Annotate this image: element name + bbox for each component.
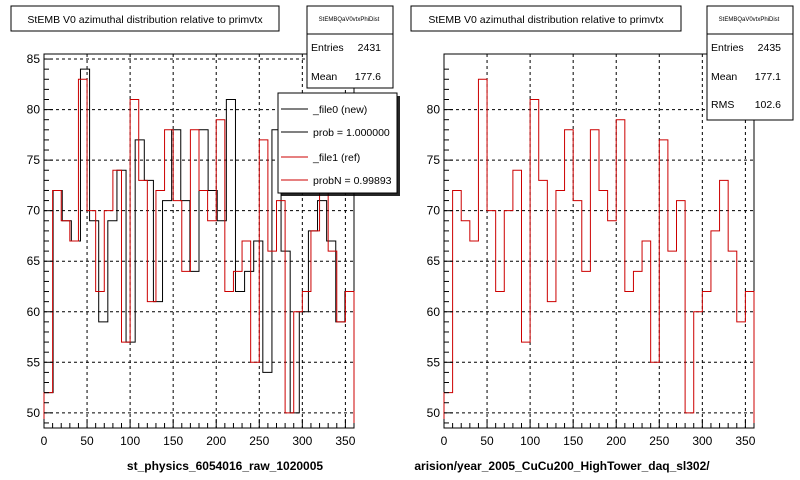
y-tick-label: 50 xyxy=(427,406,441,420)
x-tick-label: 0 xyxy=(441,434,448,448)
left-mean-label: Mean xyxy=(311,71,337,83)
y-tick-label: 70 xyxy=(427,204,441,218)
y-tick-label: 70 xyxy=(27,204,41,218)
y-tick-label: 80 xyxy=(27,103,41,117)
legend-entry-ref: _file1 (ref) xyxy=(312,152,360,164)
series-ref-histogram xyxy=(443,78,755,428)
x-tick-label: 50 xyxy=(80,434,94,448)
x-tick-label: 200 xyxy=(206,434,226,448)
right-xlabel: arision/year_2005_CuCu200_HighTower_daq_… xyxy=(414,459,710,473)
x-tick-label: 300 xyxy=(692,434,712,448)
x-tick-label: 100 xyxy=(520,434,540,448)
y-tick-label: 60 xyxy=(27,305,41,319)
right-title: StEMB V0 azimuthal distribution relative… xyxy=(428,14,664,26)
series-new-histogram xyxy=(43,68,355,428)
legend-entry-probn: probN = 0.99893 xyxy=(313,175,392,187)
x-tick-label: 50 xyxy=(480,434,494,448)
y-tick-label: 55 xyxy=(27,355,41,369)
right-entries-label: Entries xyxy=(711,42,744,54)
right-mean-value: 177.1 xyxy=(755,71,781,83)
right-rms-label: RMS xyxy=(711,99,734,111)
y-tick-label: 65 xyxy=(27,254,41,268)
y-tick-label: 50 xyxy=(27,406,41,420)
x-tick-label: 200 xyxy=(606,434,626,448)
x-tick-label: 250 xyxy=(649,434,669,448)
y-tick-label: 75 xyxy=(427,153,441,167)
right-series xyxy=(443,78,755,428)
right-mean-label: Mean xyxy=(711,71,737,83)
y-tick-label: 85 xyxy=(27,52,41,66)
x-tick-label: 250 xyxy=(249,434,269,448)
left-stats-name: StEMBQaV0vtxPhiDist xyxy=(319,17,380,23)
x-tick-label: 150 xyxy=(563,434,583,448)
left-title-box: StEMB V0 azimuthal distribution relative… xyxy=(10,5,280,32)
left-entries-label: Entries xyxy=(311,42,344,54)
right-entries-value: 2435 xyxy=(758,42,782,54)
x-tick-label: 100 xyxy=(120,434,140,448)
legend-entry-prob: prob = 1.000000 xyxy=(313,127,390,139)
x-tick-label: 300 xyxy=(292,434,312,448)
y-tick-label: 75 xyxy=(27,153,41,167)
y-tick-label: 60 xyxy=(427,305,441,319)
x-tick-label: 150 xyxy=(163,434,183,448)
right-stats-name: StEMBQaV0vtxPhiDist xyxy=(719,17,780,23)
y-tick-label: 80 xyxy=(427,103,441,117)
left-mean-value: 177.6 xyxy=(355,71,381,83)
x-tick-label: 0 xyxy=(41,434,48,448)
x-tick-label: 350 xyxy=(335,434,355,448)
left-series xyxy=(43,68,355,428)
left-entries-value: 2431 xyxy=(358,42,382,54)
left-xlabel: st_physics_6054016_raw_1020005 xyxy=(127,459,323,473)
y-tick-label: 55 xyxy=(427,355,441,369)
x-tick-label: 350 xyxy=(735,434,755,448)
left-title: StEMB V0 azimuthal distribution relative… xyxy=(27,14,263,26)
legend-entry-new: _file0 (new) xyxy=(312,104,367,116)
y-tick-label: 65 xyxy=(427,254,441,268)
right-title-box: StEMB V0 azimuthal distribution relative… xyxy=(410,5,682,32)
series-ref-histogram xyxy=(43,78,355,428)
right-stats-box: StEMBQaV0vtxPhiDist Entries 2435 Mean 17… xyxy=(706,5,794,121)
right-rms-value: 102.6 xyxy=(755,99,781,111)
left-stats-box: StEMBQaV0vtxPhiDist Entries 2431 Mean 17… xyxy=(306,5,394,89)
left-legend: _file0 (new) prob = 1.000000 _file1 (ref… xyxy=(277,92,400,196)
